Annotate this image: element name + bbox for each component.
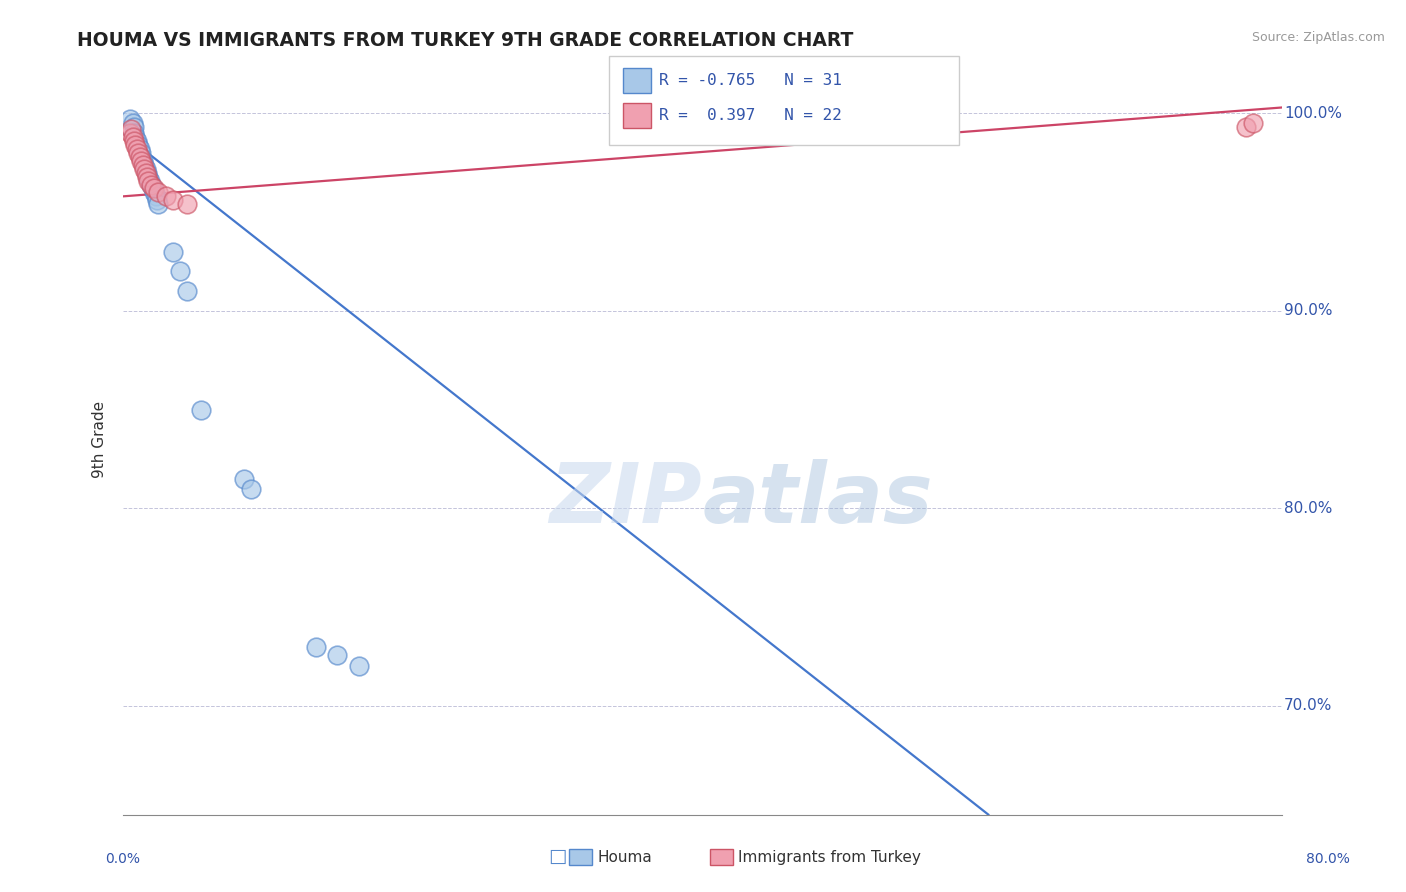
Point: [122, 134, 145, 148]
Point: [125, 134, 148, 148]
Text: atlas: atlas: [702, 458, 932, 540]
Text: 90.0%: 90.0%: [1284, 303, 1333, 318]
Point: [121, 130, 143, 145]
Point: [1241, 116, 1264, 130]
Point: [131, 158, 153, 172]
Point: [136, 169, 159, 184]
Point: [121, 116, 143, 130]
Point: [118, 126, 141, 140]
Point: [118, 112, 141, 127]
Point: [155, 189, 177, 203]
Point: [143, 181, 166, 195]
Point: [120, 122, 142, 136]
Point: [143, 186, 166, 200]
Point: [134, 161, 156, 176]
Point: [1234, 120, 1257, 135]
Point: [176, 197, 198, 211]
Point: [148, 186, 170, 200]
Point: [125, 142, 148, 156]
Point: [305, 640, 328, 654]
Point: [122, 126, 145, 140]
Text: Immigrants from Turkey: Immigrants from Turkey: [738, 850, 921, 864]
Text: R = -0.765   N = 31: R = -0.765 N = 31: [659, 73, 842, 87]
Y-axis label: 9th Grade: 9th Grade: [93, 401, 107, 478]
Text: 100.0%: 100.0%: [1284, 106, 1341, 121]
Point: [131, 153, 153, 168]
Point: [134, 166, 156, 180]
Point: [127, 145, 149, 160]
Point: [127, 138, 149, 153]
Text: □: □: [548, 847, 567, 866]
Point: [190, 402, 212, 417]
Point: [132, 158, 155, 172]
Text: 80.0%: 80.0%: [1284, 501, 1333, 516]
Point: [326, 648, 349, 662]
Text: 80.0%: 80.0%: [1306, 852, 1350, 866]
Point: [142, 181, 165, 195]
Point: [233, 472, 256, 486]
Point: [141, 178, 163, 192]
Point: [139, 173, 162, 187]
Point: [162, 194, 184, 208]
Point: [148, 197, 170, 211]
Point: [132, 161, 155, 176]
Text: 70.0%: 70.0%: [1284, 698, 1333, 714]
Point: [129, 150, 152, 164]
Point: [145, 189, 167, 203]
Point: [176, 284, 198, 298]
Point: [124, 130, 146, 145]
Point: [146, 194, 169, 208]
Point: [138, 169, 160, 184]
Text: HOUMA VS IMMIGRANTS FROM TURKEY 9TH GRADE CORRELATION CHART: HOUMA VS IMMIGRANTS FROM TURKEY 9TH GRAD…: [77, 31, 853, 50]
Text: Source: ZipAtlas.com: Source: ZipAtlas.com: [1251, 31, 1385, 45]
Point: [129, 153, 152, 168]
Point: [169, 264, 191, 278]
Text: Houma: Houma: [598, 850, 652, 864]
Point: [124, 138, 146, 153]
Point: [128, 142, 150, 156]
Text: 0.0%: 0.0%: [105, 852, 141, 866]
Point: [240, 482, 263, 496]
Point: [138, 173, 160, 187]
Text: R =  0.397   N = 22: R = 0.397 N = 22: [659, 109, 842, 123]
Point: [128, 150, 150, 164]
Point: [122, 120, 145, 135]
Point: [162, 244, 184, 259]
Point: [141, 178, 163, 192]
Text: ZIP: ZIP: [550, 458, 702, 540]
Point: [347, 659, 370, 673]
Point: [129, 145, 152, 160]
Point: [136, 166, 159, 180]
